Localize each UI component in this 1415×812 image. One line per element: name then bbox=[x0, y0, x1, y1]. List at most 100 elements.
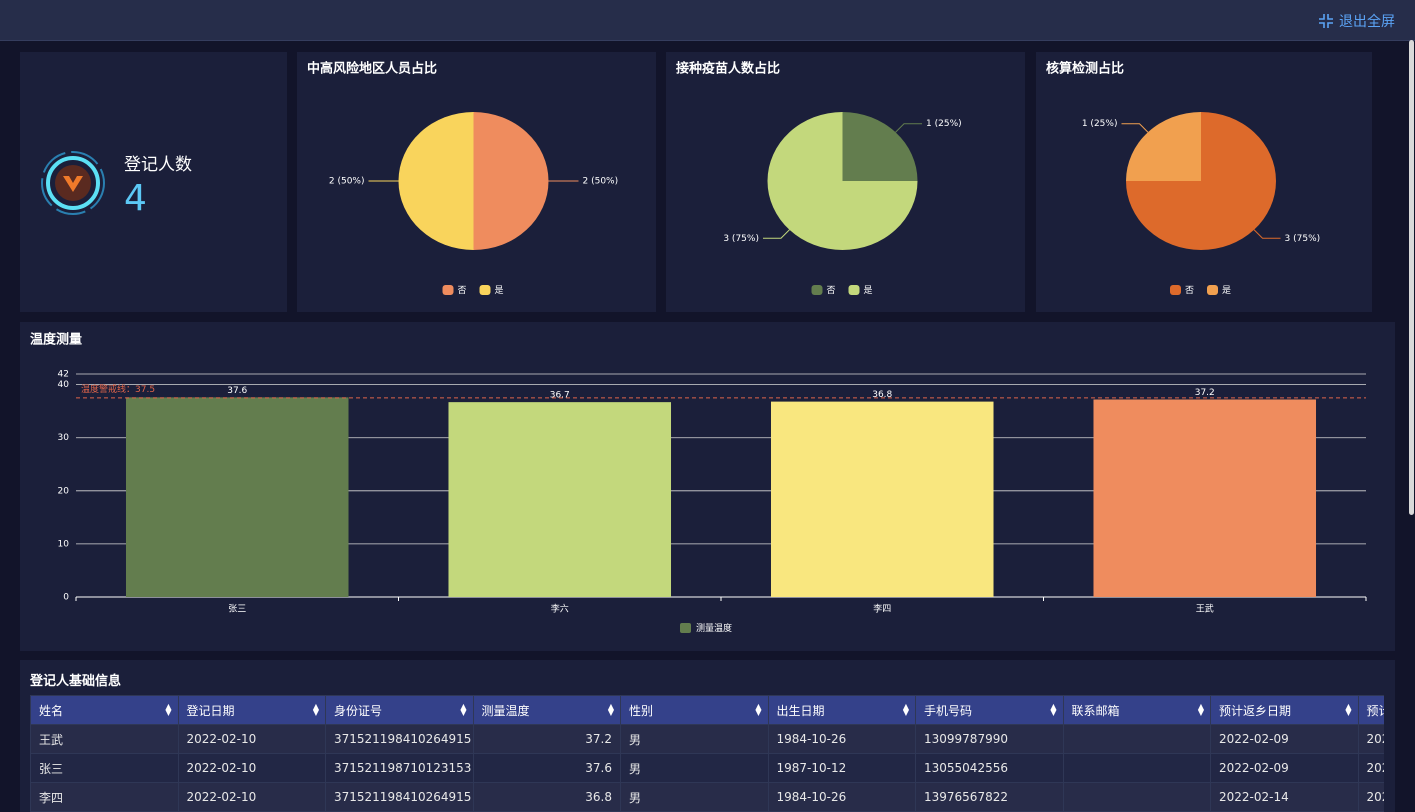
legend-swatch bbox=[680, 623, 691, 633]
table-cell: 13099787990 bbox=[915, 724, 1064, 754]
sort-icon: ▲ ▼ bbox=[902, 702, 909, 717]
table-cell: 202 bbox=[1357, 753, 1384, 783]
leader-line bbox=[1253, 229, 1281, 239]
sort-icon: ▲ ▼ bbox=[1345, 702, 1352, 717]
data-label: 2 (50%) bbox=[329, 177, 365, 187]
table-title: 登记人基础信息 bbox=[30, 674, 122, 689]
sort-icon: ▲ ▼ bbox=[1050, 702, 1057, 717]
table-cell: 2022-02-10 bbox=[177, 724, 326, 754]
pie-slice bbox=[398, 112, 474, 250]
column-header-label: 预计返乡日期 bbox=[1219, 703, 1292, 718]
data-label: 2 (50%) bbox=[583, 177, 619, 187]
exit-icon bbox=[1319, 14, 1333, 28]
table-cell: 13976567822 bbox=[915, 782, 1064, 812]
leader-line bbox=[1121, 123, 1149, 133]
table-row: 张三 2022-02-10 371521198710123153 37.6 男 1987-… bbox=[30, 753, 1384, 783]
sort-icon: ▲ ▼ bbox=[165, 702, 172, 717]
table-cell: 王武 bbox=[30, 724, 179, 754]
legend-label: 是 bbox=[864, 285, 873, 296]
table-cell: 男 bbox=[620, 753, 769, 783]
table-row: 王武 2022-02-10 371521198410264915 37.2 男 1984-… bbox=[30, 724, 1384, 754]
y-tick-label: 42 bbox=[58, 370, 69, 380]
stat-value: 4 bbox=[124, 178, 147, 219]
sort-icon: ▲ ▼ bbox=[312, 702, 319, 717]
sort-icon: ▲ ▼ bbox=[460, 702, 467, 717]
bar bbox=[770, 401, 994, 597]
pie-slice bbox=[842, 112, 918, 181]
table-cell: 2022-02-10 bbox=[177, 782, 326, 812]
x-tick-label: 李四 bbox=[873, 603, 891, 615]
table-cell: 371521198410264915 bbox=[325, 782, 474, 812]
column-header[interactable]: 联系邮箱 ▲ ▼ bbox=[1062, 695, 1211, 725]
bar bbox=[125, 397, 349, 597]
warning-label-value: 37.5 bbox=[135, 384, 155, 394]
column-header-label: 身份证号 bbox=[334, 703, 383, 718]
table-cell: 2022-02-10 bbox=[177, 753, 326, 783]
table-cell bbox=[1062, 782, 1211, 812]
x-tick-label: 王武 bbox=[1196, 603, 1214, 615]
table-cell bbox=[1062, 753, 1211, 783]
exit-fullscreen-button[interactable]: 退出全屏 bbox=[1319, 11, 1395, 31]
exit-label: 退出全屏 bbox=[1339, 14, 1395, 30]
column-header[interactable]: 性别 ▲ ▼ bbox=[620, 695, 769, 725]
leader-line bbox=[895, 123, 923, 133]
pie-slice bbox=[767, 112, 918, 250]
column-header-label: 登记日期 bbox=[186, 703, 235, 718]
y-tick-label: 20 bbox=[58, 486, 70, 496]
data-label: 3 (75%) bbox=[723, 234, 759, 244]
data-label: 1 (25%) bbox=[926, 119, 962, 129]
column-header[interactable]: 手机号码 ▲ ▼ bbox=[915, 695, 1064, 725]
pie-slice bbox=[473, 112, 549, 250]
table-cell: 13055042556 bbox=[915, 753, 1064, 783]
table-cell: 2022-02-14 bbox=[1210, 782, 1359, 812]
table-cell: 202 bbox=[1357, 782, 1384, 812]
data-label: 36.7 bbox=[550, 391, 570, 401]
pie-slice bbox=[1126, 112, 1201, 181]
bar bbox=[448, 402, 672, 597]
table-cell: 张三 bbox=[30, 753, 179, 783]
legend-label: 是 bbox=[1222, 285, 1231, 296]
table-cell: 1987-10-12 bbox=[767, 753, 916, 783]
chart-title: 接种疫苗人数占比 bbox=[676, 61, 780, 77]
column-header[interactable]: 出生日期 ▲ ▼ bbox=[767, 695, 916, 725]
x-tick-label: 李六 bbox=[551, 603, 569, 615]
legend-swatch bbox=[479, 285, 491, 295]
stat-label: 登记人数 bbox=[124, 155, 192, 175]
table: 姓名 ▲ ▼ 登记日期 ▲ ▼ 身份证号 ▲ ▼ 测量温度 ▲ ▼ 性别 ▲ ▼ 出生日期 ▲ ▼ 手机号码 ▲ ▼ 联系… bbox=[30, 695, 1384, 812]
table-cell: 2022-02-09 bbox=[1210, 724, 1359, 754]
column-header-label: 姓名 bbox=[39, 703, 64, 718]
column-header[interactable]: 预计返乡日期 ▲ ▼ bbox=[1210, 695, 1359, 725]
scrollbar[interactable] bbox=[1409, 40, 1414, 515]
legend-label: 否 bbox=[1185, 285, 1194, 296]
table-cell: 36.8 bbox=[472, 782, 621, 812]
table-cell: 李四 bbox=[30, 782, 179, 812]
column-header[interactable]: 登记日期 ▲ ▼ bbox=[177, 695, 326, 725]
table-cell bbox=[1062, 724, 1211, 754]
top-bar: 退出全屏 bbox=[0, 0, 1415, 41]
column-header-label: 预计 bbox=[1366, 703, 1385, 718]
table-cell: 37.2 bbox=[472, 724, 621, 754]
legend-label: 否 bbox=[827, 285, 836, 296]
column-header[interactable]: 姓名 ▲ ▼ bbox=[30, 695, 179, 725]
legend-swatch bbox=[1170, 285, 1181, 295]
leader-line bbox=[762, 229, 790, 239]
chart-title: 核算检测占比 bbox=[1046, 61, 1124, 77]
column-header[interactable]: 身份证号 ▲ ▼ bbox=[325, 695, 474, 725]
table-cell: 1984-10-26 bbox=[767, 724, 916, 754]
data-label: 37.6 bbox=[227, 386, 247, 396]
column-header-label: 手机号码 bbox=[924, 703, 973, 718]
legend-label: 是 bbox=[495, 285, 504, 296]
table-cell: 男 bbox=[620, 782, 769, 812]
column-header[interactable]: 预计▲▼ bbox=[1357, 695, 1385, 725]
legend-label: 否 bbox=[458, 285, 467, 296]
y-tick-label: 40 bbox=[58, 380, 70, 390]
table-cell: 男 bbox=[620, 724, 769, 754]
column-header-label: 性别 bbox=[629, 703, 654, 718]
table-cell: 371521198410264915 bbox=[325, 724, 474, 754]
warning-label-text: 温度警戒线： bbox=[81, 382, 135, 394]
charts: 中高风险地区人员占比 2 (50%) 2 (50%) 否 是 接种疫苗人数占比 1 (25%… bbox=[30, 61, 1367, 634]
chart-title: 中高风险地区人员占比 bbox=[307, 61, 437, 77]
sort-icon: ▲ ▼ bbox=[755, 702, 762, 717]
column-header[interactable]: 测量温度 ▲ ▼ bbox=[472, 695, 621, 725]
table-row: 李四 2022-02-10 371521198410264915 36.8 男 1984-… bbox=[30, 782, 1384, 812]
